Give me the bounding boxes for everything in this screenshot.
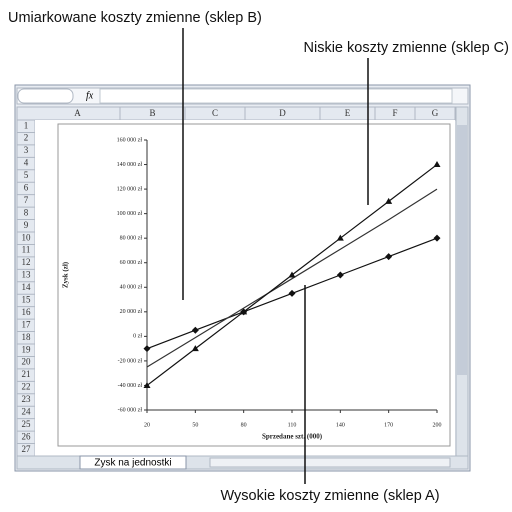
sheet-tab[interactable] <box>79 455 187 470</box>
y-tick-label: -60 000 zł <box>118 407 143 413</box>
horizontal-scrollbar[interactable] <box>209 457 451 468</box>
row-header: 7 <box>24 195 29 205</box>
y-tick-label: 140 000 zł <box>117 162 143 168</box>
y-tick-label: -40 000 zł <box>118 383 143 389</box>
row-header: 23 <box>22 394 32 404</box>
row-header: 24 <box>22 407 32 417</box>
row-header: 12 <box>22 257 31 267</box>
y-tick-label: 160 000 zł <box>117 137 143 143</box>
row-header: 5 <box>24 170 29 180</box>
row-header: 25 <box>22 419 32 429</box>
name-box[interactable] <box>17 88 74 104</box>
row-header: 13 <box>22 270 32 280</box>
column-header-bar <box>16 106 456 121</box>
column-header: A <box>74 108 81 118</box>
row-header: 6 <box>24 183 29 193</box>
series-line <box>146 188 438 368</box>
row-header: 21 <box>22 369 31 379</box>
x-tick-label: 200 <box>433 422 442 428</box>
data-point <box>288 271 296 278</box>
row-header: 26 <box>22 431 32 441</box>
row-header: 9 <box>24 220 29 230</box>
row-header: 18 <box>22 332 32 342</box>
row-header: 20 <box>22 357 32 367</box>
scroll-thumb[interactable] <box>457 125 467 375</box>
row-header: 27 <box>22 444 32 454</box>
row-header: 19 <box>22 344 32 354</box>
formula-input[interactable] <box>99 88 453 104</box>
row-header: 10 <box>22 232 32 242</box>
data-point <box>336 234 344 241</box>
column-header: G <box>432 108 439 118</box>
x-tick-label: 50 <box>192 422 198 428</box>
column-header: D <box>279 108 286 118</box>
row-header: 2 <box>24 133 29 143</box>
callout-label: Umiarkowane koszty zmienne (sklep B) <box>8 10 262 26</box>
callout-label: Niskie koszty zmienne (sklep C) <box>304 40 509 56</box>
data-point <box>240 308 248 315</box>
formula-icon[interactable]: fx <box>86 90 94 101</box>
row-header: 22 <box>22 382 31 392</box>
data-point <box>433 161 441 168</box>
x-axis-title: Sprzedane szt. (000) <box>262 433 323 441</box>
x-tick-label: 110 <box>288 422 297 428</box>
sheet-tab-label[interactable]: Zysk na jednostki <box>94 458 171 469</box>
y-tick-label: 60 000 zł <box>120 260 143 266</box>
y-tick-label: 20 000 zł <box>120 309 143 315</box>
y-tick-label: -20 000 zł <box>118 358 143 364</box>
data-point <box>288 289 296 297</box>
data-point <box>385 253 393 261</box>
data-point <box>433 234 441 242</box>
column-header: F <box>392 108 397 118</box>
column-header: B <box>149 108 155 118</box>
data-point <box>143 345 151 353</box>
y-axis-title: Zysk (zł) <box>62 261 70 288</box>
data-point <box>191 345 199 352</box>
x-tick-label: 170 <box>384 422 393 428</box>
x-tick-label: 80 <box>241 422 247 428</box>
y-tick-label: 100 000 zł <box>117 211 143 217</box>
row-header: 4 <box>24 158 29 168</box>
row-header: 16 <box>22 307 32 317</box>
data-point <box>143 381 151 388</box>
row-header: 8 <box>24 207 29 217</box>
callout-label: Wysokie koszty zmienne (sklep A) <box>220 488 439 504</box>
row-header: 15 <box>22 295 32 305</box>
data-point <box>191 326 199 334</box>
y-tick-label: 0 zł <box>133 334 142 340</box>
data-point <box>336 271 344 279</box>
column-header: E <box>345 108 351 118</box>
row-header: 1 <box>24 120 29 130</box>
row-header: 17 <box>22 319 32 329</box>
y-tick-label: 40 000 zł <box>120 285 143 291</box>
column-header: C <box>212 108 218 118</box>
x-tick-label: 20 <box>144 422 150 428</box>
row-header: 3 <box>24 145 29 155</box>
data-point <box>385 197 393 204</box>
y-tick-label: 80 000 zł <box>120 236 143 242</box>
x-tick-label: 140 <box>336 422 345 428</box>
row-header: 11 <box>22 245 31 255</box>
y-tick-label: 120 000 zł <box>117 186 143 192</box>
row-header: 14 <box>22 282 32 292</box>
chart-area <box>57 123 451 447</box>
chart: -60 000 zł -40 000 zł -20 000 zł 0 zł 20 000… <box>62 137 442 440</box>
callouts: Umiarkowane koszty zmienne (sklep B) Nis… <box>8 10 509 504</box>
